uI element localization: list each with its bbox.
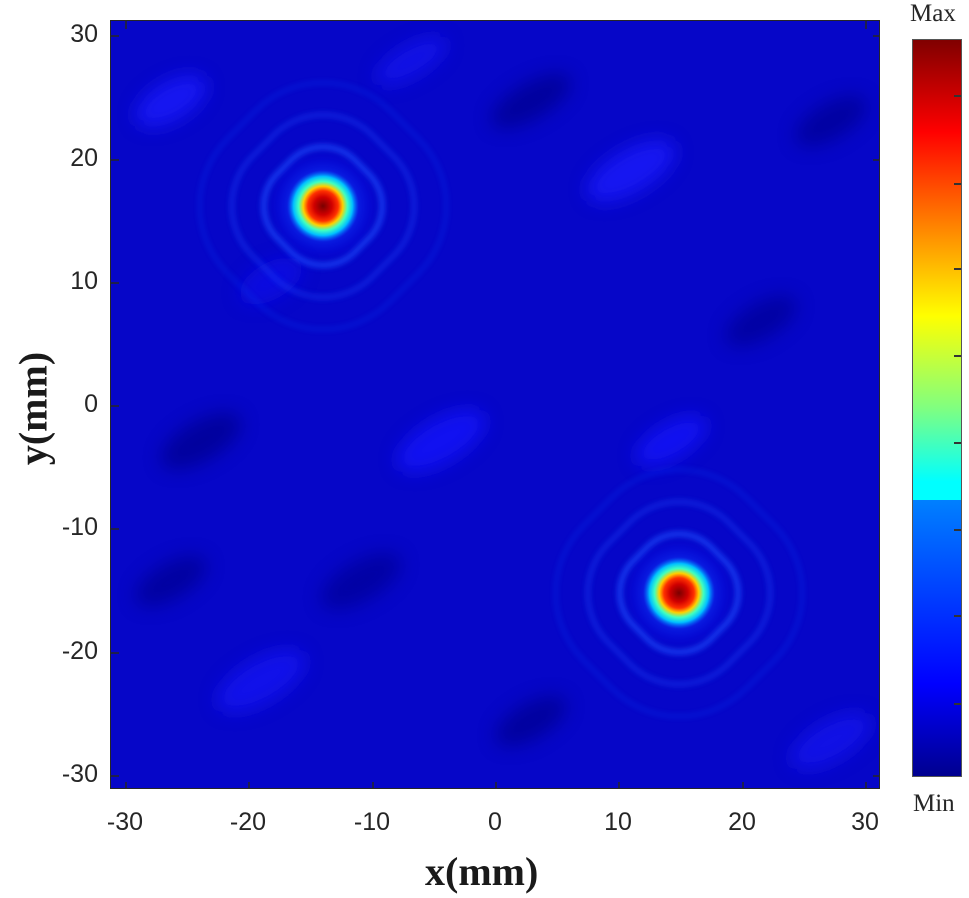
x-tick-label: 10 [604, 808, 632, 836]
peak-1 [198, 81, 448, 331]
x-tick-label: 20 [728, 808, 756, 836]
colorbar-min-label: Min [913, 790, 955, 817]
colorbar [912, 39, 962, 777]
heatmap-image [111, 21, 879, 788]
heatmap-plot-area [110, 20, 880, 789]
x-tick-label: -30 [106, 808, 144, 836]
y-axis-title: y(mm) [10, 351, 56, 466]
x-tick-label: -20 [229, 808, 267, 836]
peak-2 [554, 468, 804, 718]
y-tick-label: 30 [70, 20, 98, 48]
y-tick-label: -10 [61, 513, 98, 541]
y-tick-label: -20 [61, 637, 98, 665]
colorbar-max-label: Max [910, 0, 956, 27]
x-axis-title: x(mm) [425, 849, 539, 894]
x-tick-label: 30 [851, 808, 879, 836]
y-tick-label: 0 [84, 390, 98, 418]
y-tick-label: 20 [70, 144, 98, 172]
x-tick-label: -10 [353, 808, 391, 836]
y-tick-label: -30 [61, 760, 98, 788]
y-tick-label: 10 [70, 267, 98, 295]
x-tick-label: 0 [488, 808, 502, 836]
